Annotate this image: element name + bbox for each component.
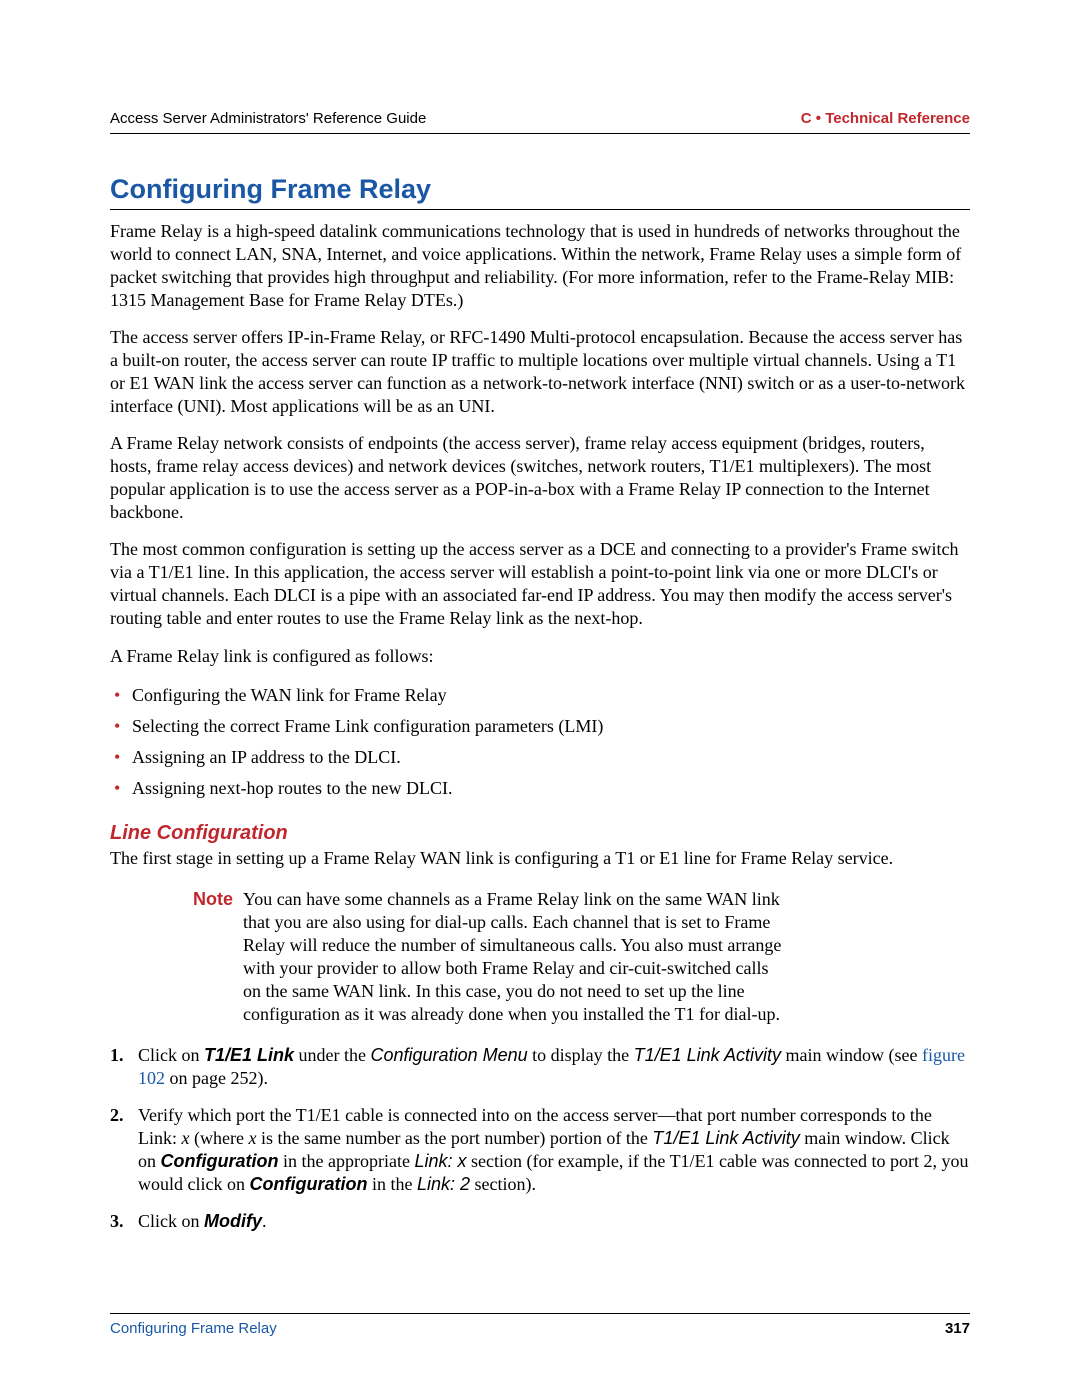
note-block: Note You can have some channels as a Fra… bbox=[175, 888, 970, 1026]
list-item: 2. Verify which port the T1/E1 cable is … bbox=[132, 1104, 970, 1196]
text: in the bbox=[367, 1174, 417, 1194]
ui-label: Modify bbox=[204, 1211, 262, 1231]
ui-label: Configuration bbox=[161, 1151, 279, 1171]
step-number: 2. bbox=[110, 1104, 124, 1127]
text: to display the bbox=[528, 1045, 634, 1065]
numbered-list: 1. Click on T1/E1 Link under the Configu… bbox=[110, 1044, 970, 1233]
text: under the bbox=[294, 1045, 370, 1065]
list-item: 1. Click on T1/E1 Link under the Configu… bbox=[132, 1044, 970, 1090]
subsection-heading: Line Configuration bbox=[110, 822, 970, 845]
text: (where bbox=[190, 1128, 249, 1148]
step-number: 1. bbox=[110, 1044, 124, 1067]
variable: x bbox=[182, 1128, 190, 1148]
page-header: Access Server Administrators' Reference … bbox=[110, 110, 970, 134]
page: Access Server Administrators' Reference … bbox=[0, 0, 1080, 1397]
ui-label: Link: x bbox=[414, 1151, 466, 1171]
header-left: Access Server Administrators' Reference … bbox=[110, 110, 426, 127]
paragraph: The first stage in setting up a Frame Re… bbox=[110, 847, 970, 870]
list-item: Assigning next-hop routes to the new DLC… bbox=[132, 775, 970, 802]
ui-label: Link: 2 bbox=[417, 1174, 470, 1194]
note-label: Note bbox=[175, 888, 243, 1026]
heading-rule bbox=[110, 209, 970, 210]
bullet-list: Configuring the WAN link for Frame Relay… bbox=[110, 682, 970, 802]
ui-label: T1/E1 Link Activity bbox=[652, 1128, 799, 1148]
header-right: C • Technical Reference bbox=[801, 110, 970, 127]
paragraph: A Frame Relay network consists of endpoi… bbox=[110, 432, 970, 524]
text: . bbox=[262, 1211, 267, 1231]
page-number: 317 bbox=[945, 1320, 970, 1337]
paragraph: Frame Relay is a high-speed datalink com… bbox=[110, 220, 970, 312]
page-footer: Configuring Frame Relay 317 bbox=[110, 1313, 970, 1337]
footer-left: Configuring Frame Relay bbox=[110, 1320, 277, 1337]
text: Click on bbox=[138, 1045, 204, 1065]
paragraph: A Frame Relay link is configured as foll… bbox=[110, 645, 970, 668]
text: is the same number as the port number) p… bbox=[256, 1128, 652, 1148]
paragraph: The access server offers IP-in-Frame Rel… bbox=[110, 326, 970, 418]
ui-label: Configuration Menu bbox=[371, 1045, 528, 1065]
section-heading: Configuring Frame Relay bbox=[110, 174, 970, 205]
text: section). bbox=[470, 1174, 536, 1194]
text: in the appropriate bbox=[278, 1151, 414, 1171]
text: main window (see bbox=[781, 1045, 922, 1065]
text: on page 252). bbox=[165, 1068, 268, 1088]
list-item: Selecting the correct Frame Link configu… bbox=[132, 713, 970, 740]
step-number: 3. bbox=[110, 1210, 124, 1233]
text: Click on bbox=[138, 1211, 204, 1231]
ui-label: T1/E1 Link Activity bbox=[634, 1045, 781, 1065]
note-text: You can have some channels as a Frame Re… bbox=[243, 888, 970, 1026]
list-item: Assigning an IP address to the DLCI. bbox=[132, 744, 970, 771]
paragraph: The most common configuration is setting… bbox=[110, 538, 970, 630]
ui-label: T1/E1 Link bbox=[204, 1045, 294, 1065]
ui-label: Configuration bbox=[249, 1174, 367, 1194]
list-item: Configuring the WAN link for Frame Relay bbox=[132, 682, 970, 709]
list-item: 3. Click on Modify. bbox=[132, 1210, 970, 1233]
